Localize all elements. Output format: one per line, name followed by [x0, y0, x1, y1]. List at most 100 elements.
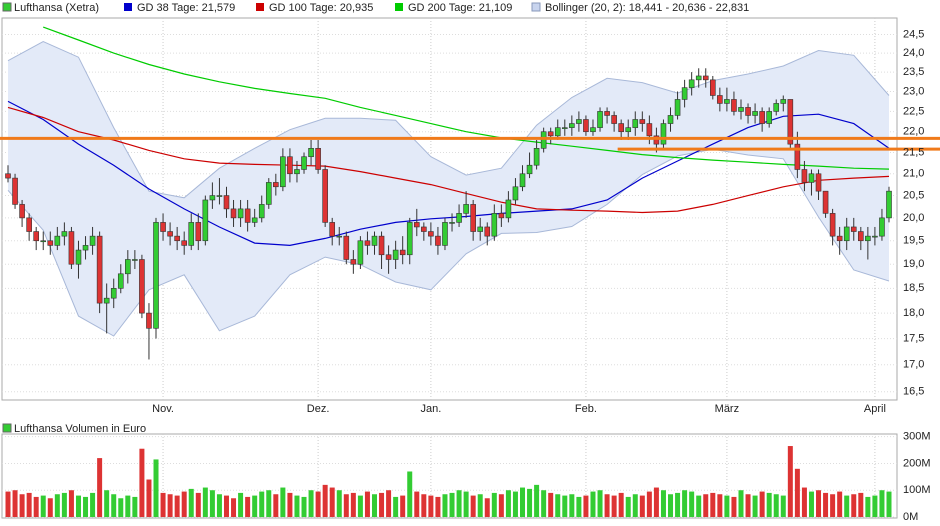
volume-bar [104, 490, 110, 517]
candle-body [597, 111, 603, 128]
volume-bar [696, 495, 702, 517]
candle-body [336, 235, 343, 238]
candle-body [688, 79, 695, 88]
volume-bar [872, 495, 878, 517]
volume-panel [1, 433, 898, 519]
volume-bar [266, 490, 272, 517]
y-tick-label: 21,5 [903, 146, 924, 158]
volume-bar [534, 484, 540, 517]
volume-bar [463, 491, 469, 517]
volume-bar [675, 492, 681, 517]
candle-body [590, 127, 596, 133]
candle-body [850, 226, 857, 232]
candle-body [547, 131, 554, 137]
volume-bar [611, 495, 617, 517]
candle-body [329, 222, 336, 237]
y-tick-label: 18,0 [903, 307, 924, 319]
volume-bar [160, 492, 166, 517]
volume-bar [823, 492, 829, 517]
candle-body [646, 123, 653, 137]
y-tick-label: 24,5 [903, 28, 924, 40]
candle-body [519, 173, 526, 188]
y-tick-label: 23,0 [903, 85, 924, 97]
volume-bar [238, 492, 244, 517]
candle-body [315, 148, 321, 170]
volume-bar [830, 494, 836, 517]
volume-bar [350, 492, 356, 517]
volume-bar [357, 495, 363, 517]
volume-bar [442, 494, 448, 517]
candle-body [47, 240, 54, 246]
candle-body [773, 103, 780, 112]
volume-bar [287, 492, 293, 517]
candle-body [512, 186, 519, 201]
candle-body [40, 240, 47, 243]
volume-bar [548, 492, 554, 517]
volume-bar [618, 492, 624, 517]
volume-bar [174, 495, 180, 517]
candle-body [724, 99, 730, 104]
legend-icon [124, 3, 132, 11]
legend-label: GD 100 Tage: 20,935 [269, 2, 373, 14]
candle-body [188, 222, 195, 246]
volume-bar [336, 490, 342, 517]
candle-body [174, 235, 180, 242]
candle-body [237, 208, 244, 219]
candle-body [26, 217, 32, 232]
moving-average [42, 26, 890, 170]
candle-body [258, 204, 265, 219]
y-tick-label: 18,5 [903, 282, 924, 294]
candle-body [357, 240, 364, 265]
volume-bar [188, 488, 194, 517]
candle-body [865, 235, 871, 242]
candle-body [674, 99, 681, 116]
candle-body [843, 226, 850, 242]
volume-bar [738, 490, 744, 517]
volume-bar [294, 495, 300, 517]
volume-title: Lufthansa Volumen in Euro [14, 423, 146, 435]
y-tick-label: 21,0 [903, 168, 924, 180]
candle-body [308, 148, 314, 158]
volume-bar [731, 496, 737, 517]
candle-body [660, 123, 667, 145]
candle-body [301, 156, 307, 170]
volume-bar [364, 491, 370, 517]
candle-body [216, 195, 223, 197]
candle-body [350, 259, 357, 265]
candle-body [702, 75, 709, 81]
moving-average [7, 106, 890, 214]
volume-bar [682, 490, 688, 517]
candle-body [731, 99, 737, 112]
volume-bar [449, 492, 455, 517]
volume-bar [343, 494, 349, 517]
volume-bar [428, 495, 434, 517]
candle-body [343, 235, 350, 260]
candle-body [442, 222, 448, 246]
legend-label: GD 38 Tage: 21,579 [137, 2, 235, 14]
candle-body [378, 235, 385, 256]
volume-bar [19, 494, 25, 517]
volume-bar [322, 484, 328, 517]
candle-body [717, 95, 723, 104]
candle-body [251, 217, 258, 223]
volume-bar [259, 491, 265, 517]
price-panel [1, 17, 898, 401]
volume-bar [780, 495, 786, 517]
volume-bar [668, 494, 674, 517]
volume-bar [75, 495, 81, 517]
volume-bar [766, 492, 772, 517]
candle-body [829, 213, 836, 237]
volume-bar [752, 495, 758, 517]
candle-body [413, 222, 420, 228]
candle-body [125, 259, 131, 275]
candle-body [265, 182, 272, 205]
volume-bar [512, 491, 518, 517]
candle-body [858, 231, 864, 242]
candle-body [110, 288, 117, 299]
candle-body [103, 297, 110, 304]
candle-body [230, 208, 237, 219]
x-tick-label: April [864, 403, 886, 415]
candle-body [463, 204, 469, 214]
y-tick-label: 0M [903, 511, 918, 523]
candle-body [89, 235, 96, 246]
